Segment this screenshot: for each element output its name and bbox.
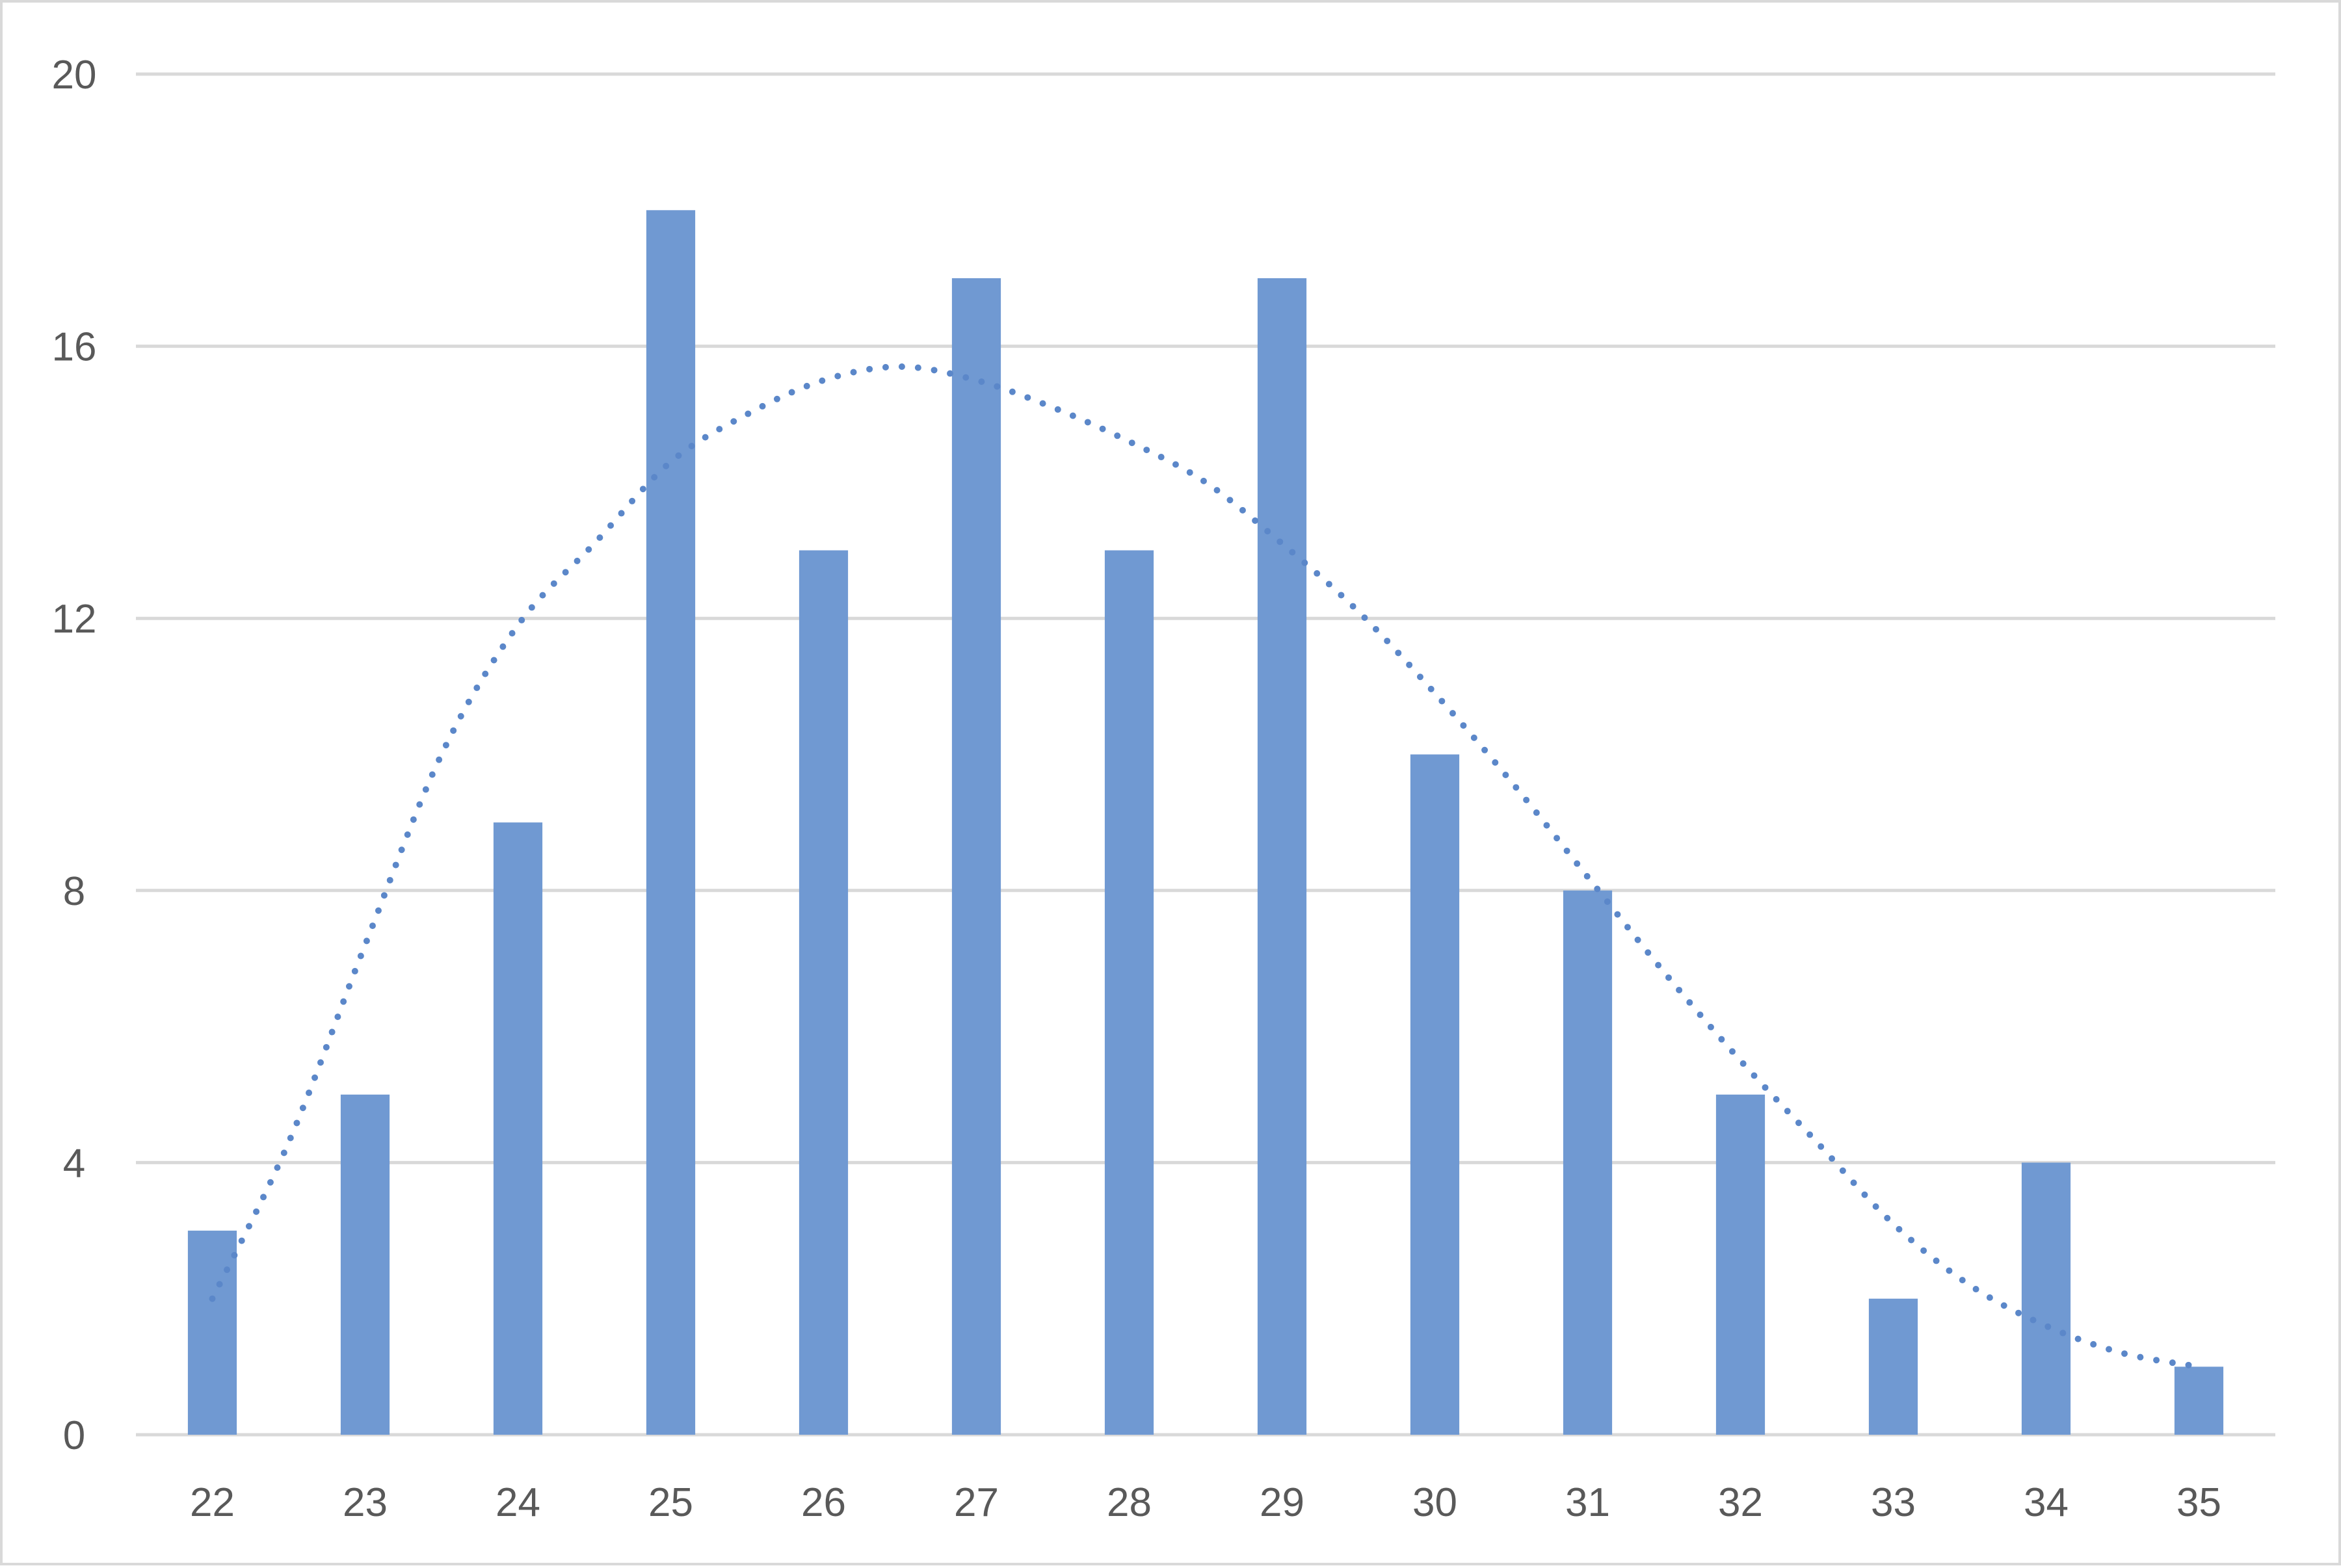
- y-tick-label: 16: [52, 325, 97, 370]
- bar-24: [493, 822, 543, 1435]
- bar-23: [340, 1094, 390, 1435]
- x-tick-label: 25: [648, 1480, 693, 1525]
- bar-34: [2021, 1162, 2071, 1435]
- gridlines: [136, 72, 2275, 1437]
- x-tick-label: 26: [801, 1480, 846, 1525]
- y-tick-label: 4: [63, 1141, 85, 1186]
- y-tick-label: 0: [63, 1413, 85, 1458]
- bar-30: [1410, 754, 1460, 1435]
- x-tick-label: 28: [1107, 1480, 1152, 1525]
- bar-35: [2174, 1366, 2224, 1435]
- x-axis-tick-labels: 22 23 24 25 26 27 28 29 30 31 32 33 34 35: [190, 1480, 2221, 1525]
- y-axis-tick-labels: 0 4 8 12 16 20: [52, 53, 97, 1458]
- x-tick-label: 35: [2176, 1480, 2221, 1525]
- bar-31: [1563, 890, 1613, 1435]
- x-tick-label: 24: [496, 1480, 540, 1525]
- x-tick-label: 23: [343, 1480, 388, 1525]
- bar-32: [1715, 1094, 1766, 1435]
- bar-series: [187, 210, 2224, 1435]
- x-tick-label: 22: [190, 1480, 235, 1525]
- bar-33: [1868, 1298, 1918, 1435]
- bar-chart: 0 4 8 12 16 20 22 23 24 25 26 27 28 29 30 31 32 33 34 35: [52, 53, 2275, 1525]
- bar-26: [799, 550, 849, 1435]
- bar-28: [1104, 550, 1154, 1435]
- x-tick-label: 34: [2024, 1480, 2069, 1525]
- bar-29: [1257, 278, 1307, 1435]
- x-tick-label: 33: [1871, 1480, 1916, 1525]
- x-tick-label: 29: [1260, 1480, 1304, 1525]
- bar-27: [951, 278, 1001, 1435]
- y-tick-label: 8: [63, 869, 85, 914]
- x-tick-label: 30: [1412, 1480, 1457, 1525]
- bar-25: [646, 210, 696, 1435]
- x-tick-label: 27: [954, 1480, 999, 1525]
- x-tick-label: 31: [1565, 1480, 1610, 1525]
- y-tick-label: 12: [52, 597, 97, 642]
- bar-22: [187, 1231, 237, 1435]
- x-tick-label: 32: [1718, 1480, 1763, 1525]
- y-tick-label: 20: [52, 53, 97, 98]
